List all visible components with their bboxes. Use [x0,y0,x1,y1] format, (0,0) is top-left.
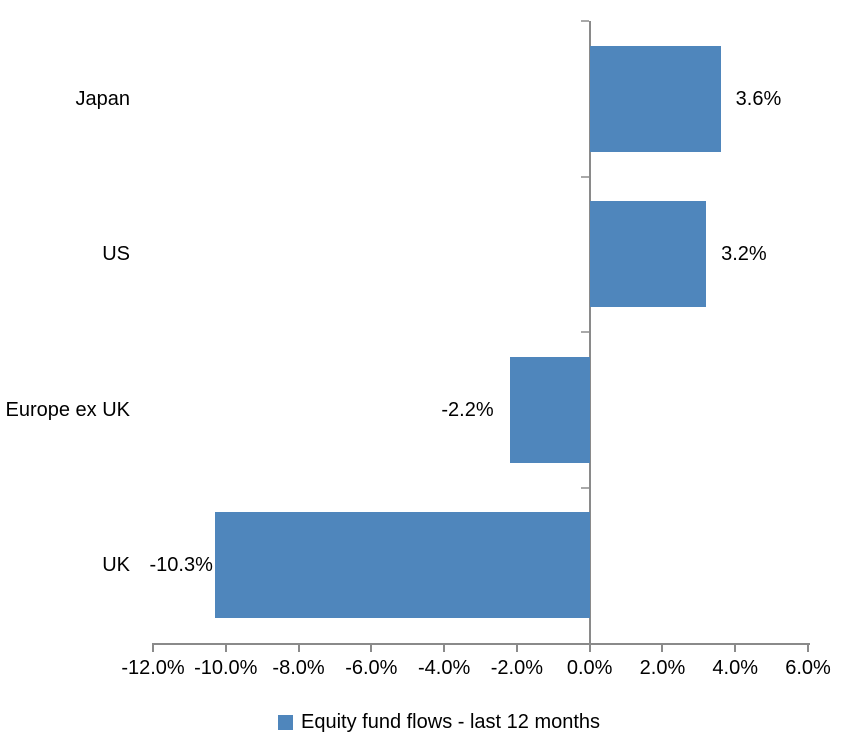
value-label-europe-ex-uk: -2.2% [441,398,494,421]
x-tick-label-5: -2.0% [490,657,543,679]
bar-us [589,201,707,308]
value-label-uk: -10.3% [149,554,213,577]
legend-label: Equity fund flows - last 12 months [301,711,601,733]
x-tick-label-4: -4.0% [417,657,471,679]
category-axis-tick [580,486,589,489]
x-tick-label-8: 4.0% [712,657,759,679]
x-axis-tick [152,643,154,652]
value-label-japan: 3.6% [735,87,782,110]
category-axis-tick [580,331,589,333]
x-axis-tick [588,643,591,652]
x-tick-label-3: -6.0% [345,657,398,679]
x-tick-label-9: 6.0% [785,657,831,679]
category-axis-tick [580,175,589,178]
category-label-europe-ex-uk: Europe ex UK [5,398,130,421]
bar-uk [214,512,590,619]
x-tick-label-2: -8.0% [272,657,325,679]
x-tick-label-6: 0.0% [566,657,613,679]
x-tick-label-7: 2.0% [639,657,686,679]
x-axis-tick [443,643,446,652]
x-axis-tick [515,643,518,652]
x-axis-tick [661,643,664,652]
bar-japan [589,45,721,152]
legend: Equity fund flows - last 12 months [278,710,600,734]
x-axis-tick [807,643,809,652]
x-tick-label-1: -10.0% [194,657,258,679]
x-axis-tick [734,643,737,652]
x-tick-label-0: -12.0% [121,657,185,679]
x-axis-line [153,643,810,645]
category-label-japan: Japan [75,87,131,110]
category-label-uk: UK [102,554,130,577]
x-axis-tick [370,643,373,652]
x-axis-tick [224,643,227,652]
x-axis-tick [297,643,300,652]
category-axis-tick [580,20,589,22]
bar-europe-ex-uk [509,356,590,463]
category-label-us: US [102,243,130,266]
legend-marker-icon [278,714,293,730]
value-label-us: 3.2% [721,243,767,266]
y-axis-line [588,21,591,652]
